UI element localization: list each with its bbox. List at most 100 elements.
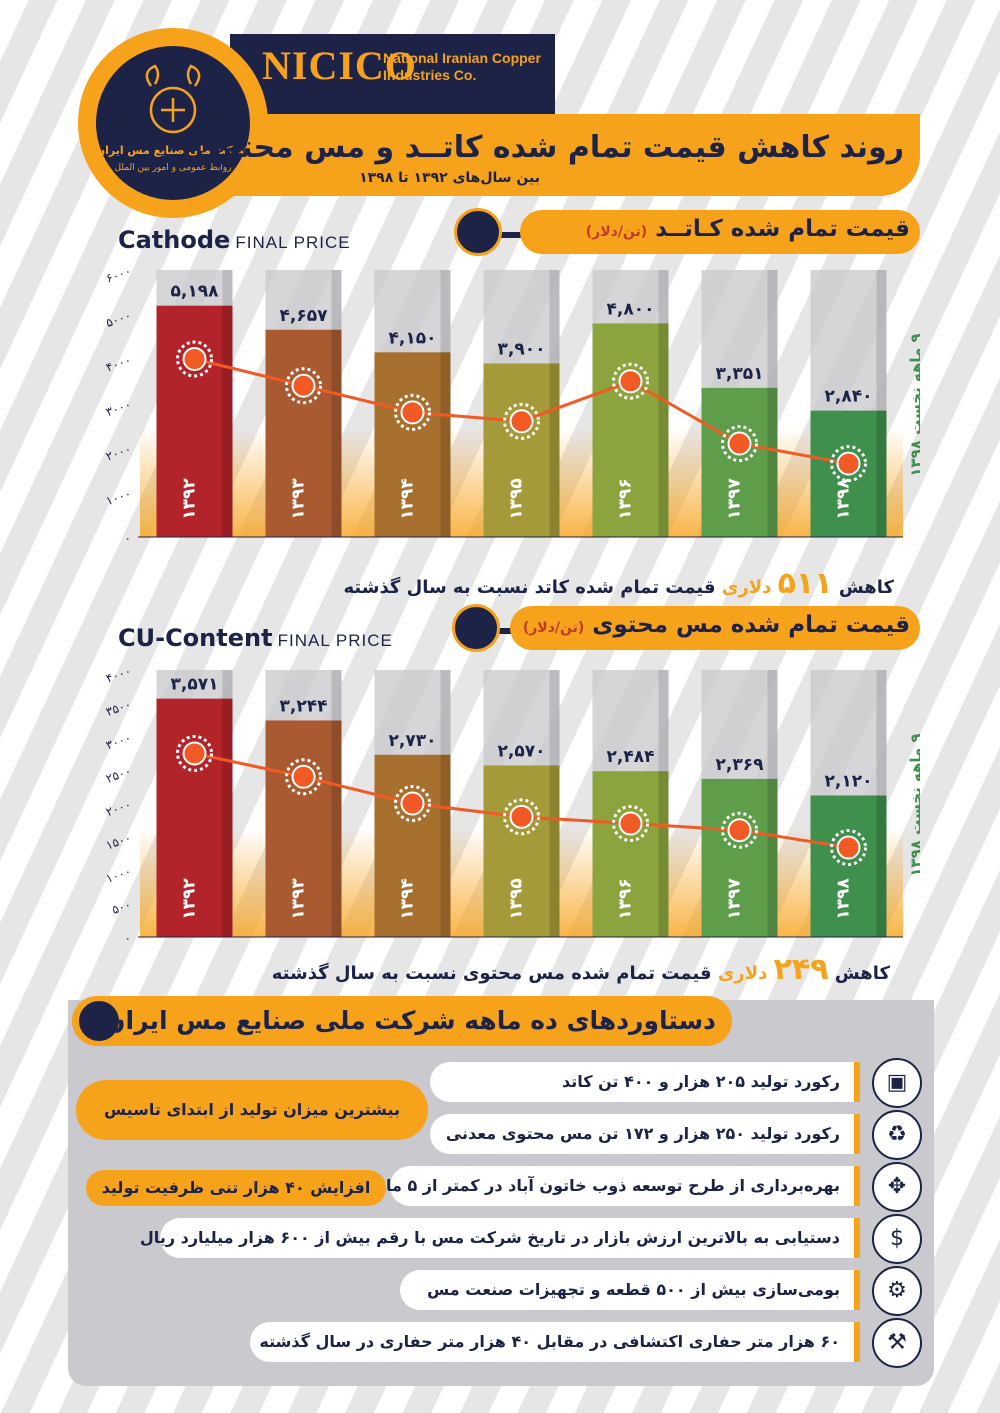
y-tick-label: ۴۰۰۰	[104, 353, 133, 375]
trend-marker	[727, 431, 752, 456]
company-name-en: National Iranian Copper Industries Co.	[383, 50, 541, 83]
bar-shade	[440, 754, 451, 937]
y-tick-label: ۰	[122, 931, 133, 946]
mine-cart-icon: ♻	[872, 1110, 922, 1160]
cu-chart-title-suffix: FINAL PRICE	[277, 631, 393, 650]
x-tick-label: ۱۳۹۴	[398, 878, 418, 920]
cathode-summary-pre: کاهش	[838, 577, 894, 598]
cathode-summary: کاهش ۵۱۱ دلاری قیمت تمام شده کاتد نسبت ب…	[343, 566, 894, 601]
bar-value-label: ۲,۱۲۰	[825, 771, 873, 791]
bar-value-label: ۳,۹۰۰	[498, 339, 546, 359]
cu-section-header	[510, 606, 920, 650]
capacity-increase-note: افزایش ۴۰ هزار تنی ظرفیت تولید	[86, 1170, 386, 1206]
bar	[592, 323, 669, 537]
bar-shade	[876, 795, 887, 937]
bar	[483, 765, 560, 937]
side-note: ۹ ماهه نخست ۱۳۹۸	[907, 333, 920, 476]
cathode-summary-text: قیمت تمام شده کاتد نسبت به سال گذشته	[343, 577, 716, 598]
y-tick-label: ۶۰۰۰	[104, 264, 133, 286]
bar-shade	[440, 352, 451, 537]
y-tick-label: ۲۰۰۰	[104, 442, 133, 464]
trend-marker-ring	[721, 811, 758, 849]
trend-marker	[509, 804, 534, 829]
y-tick-label: ۳۰۰۰	[104, 397, 133, 419]
bar-shade	[331, 329, 342, 537]
cu-chart: ۰ ۵۰۰ ۱۰۰۰ ۱۵۰۰ ۲۰۰۰ ۲۵۰۰ ۳۰۰۰ ۳۵۰۰ ۴۰۰۰ ۳,۵۷۱ ۱۳۹…	[104, 664, 920, 946]
trend-marker-ring	[394, 785, 431, 822]
bar	[810, 795, 887, 937]
bar-value-label: ۴,۱۵۰	[389, 328, 437, 348]
trend-marker-ring	[176, 340, 213, 378]
bar-shade	[876, 410, 887, 537]
trend-marker-ring	[612, 805, 649, 843]
trend-marker-ring	[830, 829, 867, 867]
y-tick-label: ۵۰۰۰	[104, 308, 133, 330]
trend-marker	[400, 791, 425, 816]
bar-value-label: ۴,۸۰۰	[607, 299, 655, 319]
highest-production-note: بیشترین میزان تولید از ابتدای تاسیس	[76, 1080, 428, 1140]
x-tick-label: ۱۳۹۶	[616, 478, 636, 520]
bar	[483, 363, 560, 537]
title-banner	[230, 114, 920, 196]
cathode-unit: (تن/دلار)	[585, 224, 648, 240]
achievement-item: رکورد تولید ۲۵۰ هزار و ۱۷۲ تن مس محتوی م…	[430, 1114, 860, 1154]
section-badge-icon	[76, 998, 122, 1044]
trend-marker	[291, 764, 316, 789]
side-note: ۹ ماهه نخست ۱۳۹۸	[907, 733, 920, 876]
x-tick-label: ۱۳۹۴	[398, 478, 418, 520]
bar-value-label: ۳,۵۷۱	[171, 675, 219, 695]
cu-summary-text: قیمت تمام شده مس محتوی نسبت به سال گذشته	[271, 963, 712, 984]
trend-marker	[182, 347, 207, 371]
achievement-item: دستیابی به بالاترین ارزش بازار در تاریخ …	[140, 1218, 860, 1258]
bar-shade	[222, 698, 233, 937]
bar	[265, 329, 342, 537]
bar-shade	[222, 305, 233, 537]
bar-shade	[331, 720, 342, 937]
bar	[701, 387, 778, 537]
trend-marker	[509, 409, 534, 434]
bar-shade	[658, 323, 669, 537]
x-tick-label: ۱۳۹۸	[834, 478, 854, 520]
trend-marker	[618, 811, 643, 836]
x-tick-label: ۱۳۹۷	[725, 478, 745, 520]
trend-marker-ring	[830, 445, 867, 483]
y-tick-label: ۰	[122, 531, 133, 546]
bar-value-label: ۲,۴۸۴	[607, 747, 655, 767]
trend-marker	[618, 369, 643, 394]
bar-shade	[549, 765, 560, 937]
bar	[701, 778, 778, 937]
bar-value-label: ۲,۳۶۹	[716, 755, 765, 775]
brand-name: NICICO	[262, 43, 417, 88]
bar	[156, 305, 233, 537]
x-tick-label: ۱۳۹۵	[507, 878, 527, 920]
y-tick-label: ۱۵۰۰	[104, 831, 133, 853]
cu-summary-unit: دلاری	[717, 963, 768, 984]
bar-value-label: ۳,۲۴۴	[280, 696, 328, 716]
logo-emblem-icon: شرکت ملی صنایع مس ایران روابط عمومی و ام…	[96, 64, 250, 173]
bar-background-side	[876, 270, 887, 537]
cathode-chart-title: Cathode FINAL PRICE	[118, 226, 351, 254]
cu-summary: کاهش ۲۴۹ دلاری قیمت تمام شده مس محتوی نس…	[272, 952, 890, 987]
trend-marker	[291, 373, 316, 398]
cathode-chart-title-suffix: FINAL PRICE	[235, 233, 351, 252]
bar-shade	[549, 363, 560, 537]
cu-summary-pre: کاهش	[834, 963, 890, 984]
bar-value-label: ۵,۱۹۸	[171, 282, 220, 302]
worker-icon: ⚙	[872, 1266, 922, 1316]
cu-unit: (تن/دلار)	[522, 620, 585, 636]
y-tick-label: ۲۰۰۰	[104, 797, 133, 819]
cathode-title-text: قیمت تمام شده کـاتــد	[655, 216, 910, 242]
achievement-item: بهره‌برداری از طرح توسعه ذوب خاتون آباد …	[377, 1166, 860, 1206]
coins-icon: $	[872, 1214, 922, 1264]
cathode-chart: ۰ ۱۰۰۰ ۲۰۰۰ ۳۰۰۰ ۴۰۰۰ ۵۰۰۰ ۶۰۰۰ ۵,۱۹۸ ۱۳۹۲ ۴,۶۵۷ ۱…	[104, 264, 920, 546]
x-tick-label: ۱۳۹۶	[616, 878, 636, 920]
achievements-header	[72, 996, 732, 1046]
trend-marker	[727, 818, 752, 843]
cathode-summary-value: ۵۱۱	[777, 566, 833, 601]
x-tick-label: ۱۳۹۳	[289, 878, 309, 920]
trend-marker-ring	[394, 393, 431, 431]
bar-shade	[658, 771, 669, 937]
cathode-section-header	[520, 210, 920, 254]
bar	[156, 698, 233, 937]
trend-marker	[836, 451, 861, 476]
